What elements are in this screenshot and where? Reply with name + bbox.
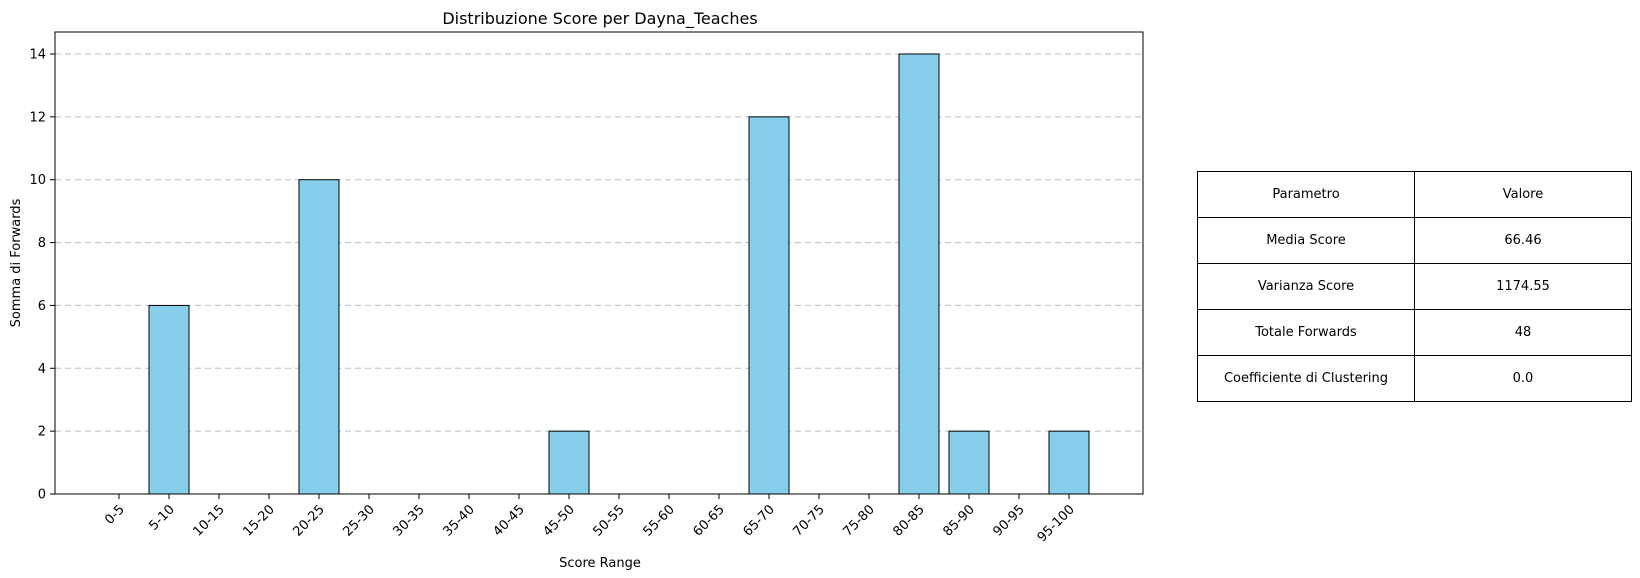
table-cell: 0.0 — [1414, 355, 1632, 402]
x-tick-label: 90-95 — [991, 502, 1028, 539]
table-cell: 1174.55 — [1414, 263, 1632, 310]
bar-65-70 — [748, 116, 790, 495]
bars — [148, 53, 1090, 495]
stats-table: Parametro Valore Media Score 66.46 Varia… — [1197, 171, 1632, 402]
y-tick-label: 4 — [38, 362, 46, 377]
y-tick-label: 6 — [38, 299, 46, 314]
y-tick-label: 14 — [29, 48, 46, 63]
y-tick-label: 2 — [38, 425, 46, 440]
table-row: Media Score 66.46 — [1197, 217, 1632, 264]
chart-title: Distribuzione Score per Dayna_Teaches — [442, 9, 757, 29]
table-cell: Media Score — [1197, 217, 1415, 264]
bar-85-90 — [948, 430, 990, 495]
table-header-row: Parametro Valore — [1197, 171, 1632, 218]
x-tick-label: 55-60 — [641, 502, 678, 539]
x-tick-label: 85-90 — [941, 502, 978, 539]
x-tick-label: 15-20 — [241, 502, 278, 539]
table-cell: 48 — [1414, 309, 1632, 356]
x-tick-label: 75-80 — [841, 502, 878, 539]
bar-chart: Distribuzione Score per Dayna_Teaches 0 2… — [9, 9, 1144, 571]
table-cell: 66.46 — [1414, 217, 1632, 264]
y-tick-label: 8 — [38, 236, 46, 251]
table-row: Coefficiente di Clustering 0.0 — [1197, 355, 1632, 402]
x-tick-label: 70-75 — [791, 502, 828, 539]
x-tick-label: 50-55 — [591, 502, 628, 539]
bar-5-10 — [148, 304, 190, 495]
y-tick-label: 0 — [38, 488, 46, 503]
y-axis-ticks: 0 2 4 6 8 10 12 14 — [29, 48, 55, 503]
y-tick-label: 10 — [29, 173, 46, 188]
table-cell: Coefficiente di Clustering — [1197, 355, 1415, 402]
x-tick-label: 45-50 — [541, 502, 578, 539]
table-cell: Totale Forwards — [1197, 309, 1415, 356]
x-tick-label: 5-10 — [146, 502, 177, 533]
plot-frame — [54, 31, 1144, 495]
x-tick-label: 20-25 — [291, 502, 328, 539]
bar-45-50 — [548, 430, 590, 495]
x-tick-label: 30-35 — [391, 502, 428, 539]
x-axis-label: Score Range — [559, 556, 641, 571]
x-axis-ticks: 0-5 5-10 10-15 15-20 20-25 25-30 30-35 35-40 40-… — [102, 494, 1078, 545]
x-tick-label: 10-15 — [191, 502, 228, 539]
x-tick-label: 60-65 — [691, 502, 728, 539]
x-tick-label: 65-70 — [741, 502, 778, 539]
bar-80-85 — [898, 53, 940, 495]
x-tick-label: 95-100 — [1035, 502, 1078, 545]
table-header-cell: Parametro — [1197, 171, 1415, 218]
x-tick-label: 0-5 — [102, 502, 128, 528]
x-tick-label: 80-85 — [891, 502, 928, 539]
table-row: Totale Forwards 48 — [1197, 309, 1632, 356]
table-header-cell: Valore — [1414, 171, 1632, 218]
table-row: Varianza Score 1174.55 — [1197, 263, 1632, 310]
x-tick-label: 35-40 — [441, 502, 478, 539]
x-tick-label: 25-30 — [341, 502, 378, 539]
x-tick-label: 40-45 — [491, 502, 528, 539]
grid-lines — [55, 53, 1143, 432]
bar-95-100 — [1048, 430, 1090, 495]
table-cell: Varianza Score — [1197, 263, 1415, 310]
bar-20-25 — [298, 179, 340, 495]
y-axis-label: Somma di Forwards — [9, 198, 24, 327]
y-tick-label: 12 — [29, 110, 46, 125]
